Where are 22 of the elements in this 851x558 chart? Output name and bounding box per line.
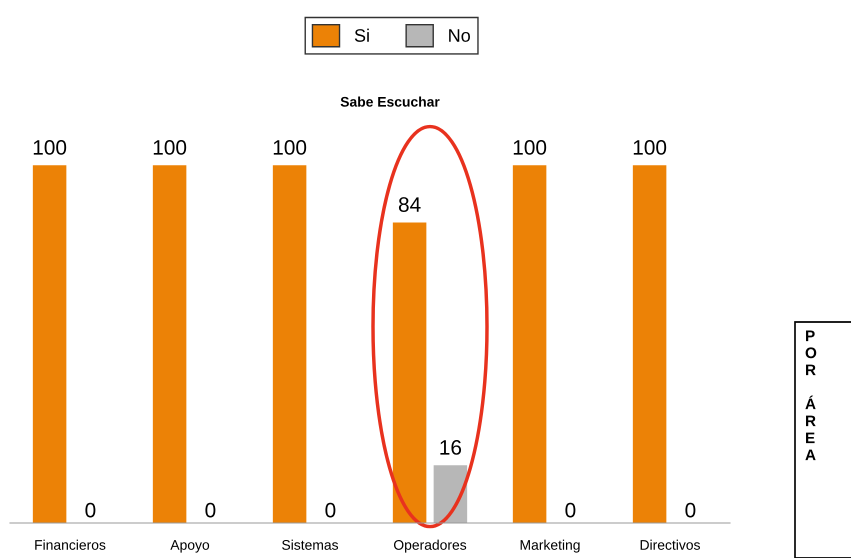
text: POR ÁREA	[805, 330, 816, 460]
data-label: 84	[398, 197, 421, 212]
legend-label: No	[449, 29, 470, 42]
data-label: 16	[440, 440, 462, 455]
x-tick-label: Directivos	[640, 540, 700, 550]
data-label: 0	[85, 502, 96, 518]
data-label: 100	[154, 140, 186, 155]
data-label: 0	[325, 502, 336, 518]
data-label: 0	[205, 502, 216, 518]
chart-title: Sabe Escuchar	[340, 96, 440, 107]
data-label: 100	[34, 140, 66, 155]
data-label: 100	[274, 140, 306, 155]
data-label: 0	[685, 502, 696, 518]
x-tick-label: Operadores	[394, 540, 466, 553]
x-tick-label: Marketing	[520, 540, 580, 553]
data-label: 0	[565, 502, 576, 518]
x-tick-label: Financieros	[35, 540, 106, 550]
data-label: 100	[634, 140, 666, 155]
legend-label: Si	[354, 28, 369, 42]
x-tick-label: Apoyo	[170, 540, 210, 553]
x-tick-label: Sistemas	[282, 540, 338, 550]
data-label: 100	[514, 140, 546, 155]
